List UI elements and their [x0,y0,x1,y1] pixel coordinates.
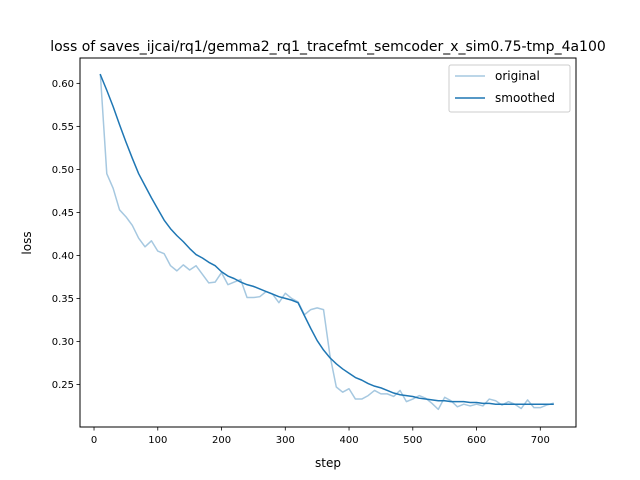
y-tick-label: 0.50 [52,165,74,176]
x-tick-label: 0 [91,435,97,446]
y-tick-label: 0.25 [52,380,74,391]
plot-frame [79,57,577,428]
x-axis-label: step [315,456,341,470]
x-tick-label: 500 [403,435,422,446]
legend-label-original: original [495,69,540,83]
legend: original smoothed [448,64,571,113]
legend-label-smoothed: smoothed [495,91,555,105]
y-tick-label: 0.55 [52,122,74,133]
x-tick-label: 300 [276,435,295,446]
x-tick-label: 400 [339,435,358,446]
x-axis-ticks: 0 100 200 300 400 500 600 700 [91,427,550,446]
x-tick-label: 600 [467,435,486,446]
x-tick-label: 100 [148,435,167,446]
series-line-original [99,73,554,411]
y-tick-label: 0.35 [52,294,74,305]
x-tick-label: 200 [212,435,231,446]
series-line-smoothed [99,73,554,405]
y-tick-label: 0.45 [52,208,74,219]
y-axis-ticks: 0.25 0.30 0.35 0.40 0.45 0.50 0.55 0.60 [52,79,80,391]
chart-title: loss of saves_ijcai/rq1/gemma2_rq1_trace… [50,39,606,55]
y-axis-label: loss [20,231,34,254]
y-tick-label: 0.40 [52,251,74,262]
y-tick-label: 0.30 [52,337,74,348]
x-tick-label: 700 [531,435,550,446]
plot-marks [99,73,554,411]
y-tick-label: 0.60 [52,79,74,90]
